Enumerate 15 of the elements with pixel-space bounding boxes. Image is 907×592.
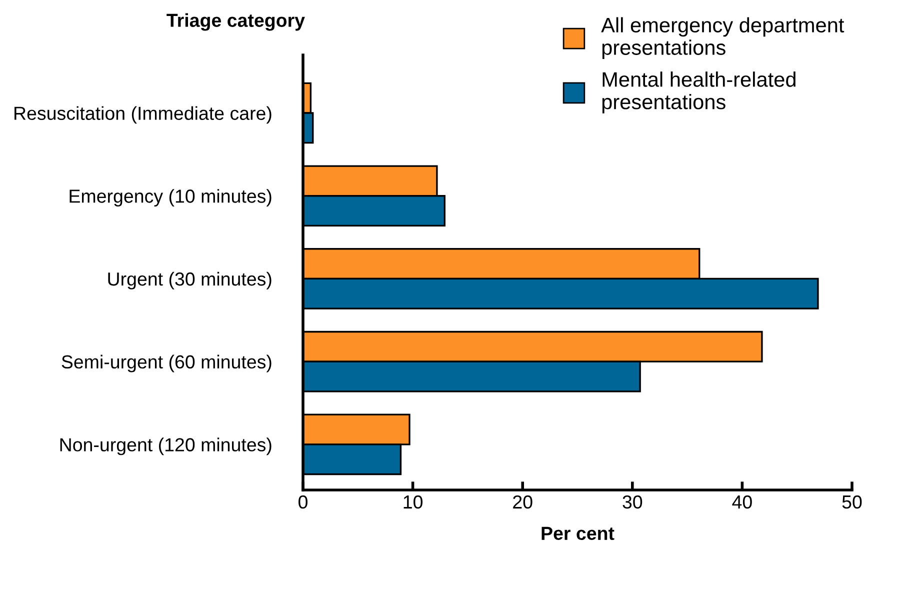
x-tick-label: 30 <box>622 495 642 509</box>
x-tick-label: 40 <box>732 495 752 509</box>
x-tick-label: 20 <box>513 495 532 509</box>
y-axis-title: Triage category <box>166 13 305 31</box>
x-tick-label: 50 <box>842 495 862 509</box>
y-tick-label: Emergency (10 minutes) <box>70 189 272 207</box>
y-tick-label: Semi-urgent (60 minutes) <box>62 354 272 372</box>
legend-label: Mental health-related presentations <box>602 72 796 114</box>
x-tick-label: 10 <box>404 495 422 509</box>
legend-label: All emergency department presentations <box>601 17 844 60</box>
y-tick-label: Resuscitation (Immediate care) <box>14 106 272 124</box>
y-tick-label: Urgent (30 minutes) <box>108 272 272 290</box>
x-axis-title: Per cent <box>542 526 614 540</box>
x-tick-label: 0 <box>298 495 308 509</box>
y-tick-label: Non-urgent (120 minutes) <box>60 438 272 456</box>
